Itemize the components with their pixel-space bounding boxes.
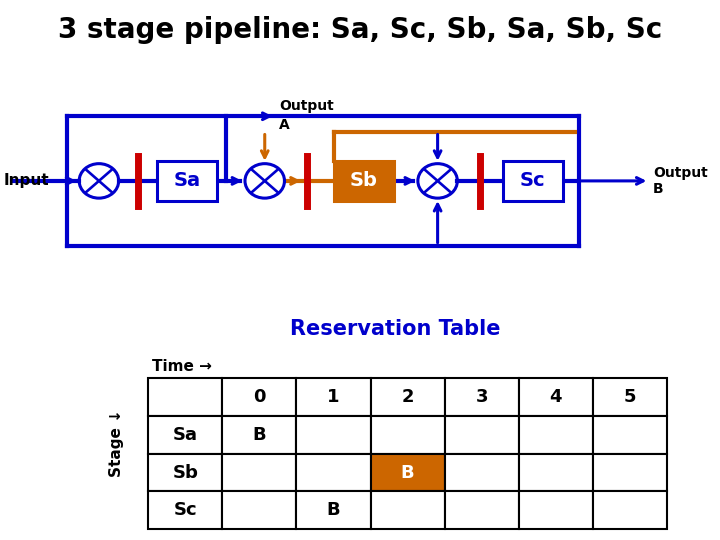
Text: Sc: Sc xyxy=(520,171,546,191)
Bar xyxy=(157,161,217,201)
Bar xyxy=(148,491,222,529)
Bar xyxy=(148,378,222,416)
Bar xyxy=(297,378,371,416)
Text: Stage ↓: Stage ↓ xyxy=(109,409,124,477)
Bar xyxy=(297,454,371,491)
Bar xyxy=(371,491,445,529)
Bar xyxy=(297,416,371,454)
Bar xyxy=(593,378,667,416)
Bar xyxy=(518,378,593,416)
Bar xyxy=(333,161,394,201)
Text: Reservation Table: Reservation Table xyxy=(290,319,500,339)
Bar xyxy=(445,454,518,491)
Text: 0: 0 xyxy=(253,388,266,406)
Bar xyxy=(593,454,667,491)
Text: Sa: Sa xyxy=(174,171,201,191)
Bar xyxy=(445,378,518,416)
Bar xyxy=(518,454,593,491)
Text: 3 stage pipeline: Sa, Sc, Sb, Sa, Sb, Sc: 3 stage pipeline: Sa, Sc, Sb, Sa, Sb, Sc xyxy=(58,16,662,44)
Bar xyxy=(518,491,593,529)
Bar xyxy=(593,416,667,454)
Text: Sb: Sb xyxy=(172,463,198,482)
Bar xyxy=(371,454,445,491)
Bar xyxy=(297,491,371,529)
Text: 3: 3 xyxy=(475,388,488,406)
Text: B: B xyxy=(327,501,341,519)
Bar xyxy=(222,378,297,416)
Text: B: B xyxy=(253,426,266,444)
Text: Output
B: Output B xyxy=(653,166,708,196)
Bar xyxy=(148,416,222,454)
Text: Sb: Sb xyxy=(350,171,377,191)
Bar xyxy=(148,454,222,491)
Bar xyxy=(222,454,297,491)
Text: Time →: Time → xyxy=(152,359,212,374)
Bar xyxy=(445,416,518,454)
Bar xyxy=(371,378,445,416)
Bar xyxy=(222,416,297,454)
Bar xyxy=(445,491,518,529)
Bar xyxy=(371,416,445,454)
Bar xyxy=(503,161,563,201)
Text: 5: 5 xyxy=(624,388,636,406)
Text: 4: 4 xyxy=(549,388,562,406)
Text: Sa: Sa xyxy=(173,426,198,444)
Text: Output: Output xyxy=(279,99,333,113)
Text: A: A xyxy=(279,118,289,132)
Bar xyxy=(593,491,667,529)
Text: 1: 1 xyxy=(328,388,340,406)
Bar xyxy=(222,491,297,529)
Text: B: B xyxy=(401,463,415,482)
Bar xyxy=(518,416,593,454)
Text: Input: Input xyxy=(4,173,49,188)
Text: 2: 2 xyxy=(401,388,414,406)
Text: Sc: Sc xyxy=(174,501,197,519)
